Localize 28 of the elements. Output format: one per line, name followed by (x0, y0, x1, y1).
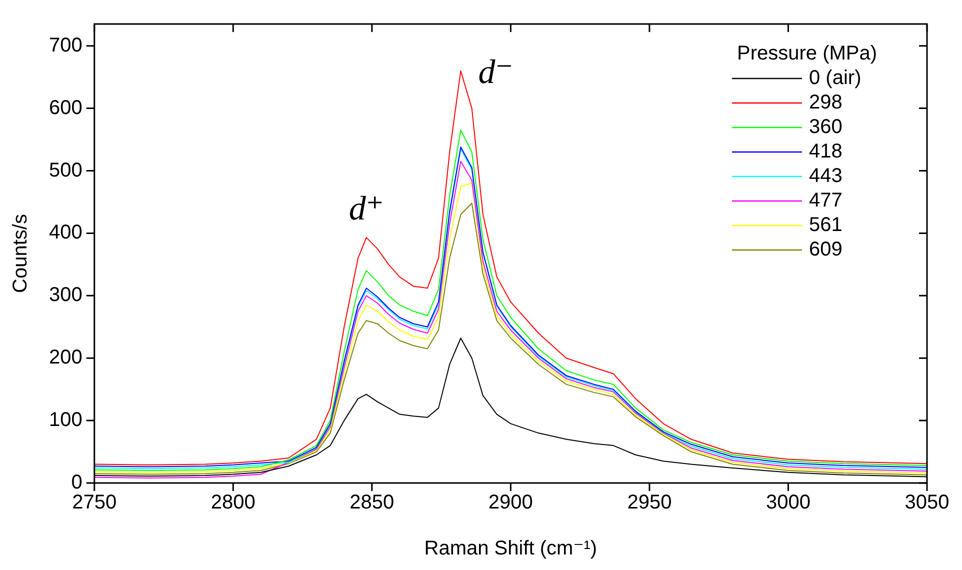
y-tick-label: 400 (48, 222, 82, 244)
legend-label: 360 (809, 116, 842, 138)
x-tick-label: 3000 (766, 492, 810, 514)
y-axis-title: Counts/s (10, 214, 32, 293)
legend-label: 298 (809, 92, 842, 114)
legend-label: 443 (809, 165, 842, 188)
x-tick-label: 2950 (627, 492, 672, 514)
y-tick-label: 200 (48, 346, 82, 369)
x-tick-label: 2750 (72, 492, 117, 514)
y-tick-label: 300 (48, 284, 82, 306)
legend-label: 561 (809, 214, 842, 236)
y-tick-label: 500 (48, 159, 82, 182)
x-axis-title: Raman Shift (cm⁻¹) (424, 538, 598, 560)
annotation: d⁺ (348, 190, 384, 228)
y-tick-label: 0 (71, 472, 82, 494)
y-tick-label: 700 (48, 34, 82, 56)
y-tick-label: 100 (48, 409, 82, 432)
x-tick-label: 2800 (210, 492, 256, 514)
legend-label: 0 (air) (809, 67, 862, 90)
x-tick-label: 3050 (904, 492, 950, 514)
x-tick-label: 2850 (350, 492, 394, 514)
legend-label: 477 (809, 190, 842, 212)
y-tick-label: 600 (48, 96, 82, 119)
x-tick-label: 2900 (488, 492, 533, 514)
annotation: d⁻ (478, 54, 514, 91)
legend-label: 609 (809, 238, 842, 261)
legend-label: 418 (809, 140, 842, 163)
legend-title: Pressure (MPa) (737, 42, 878, 65)
